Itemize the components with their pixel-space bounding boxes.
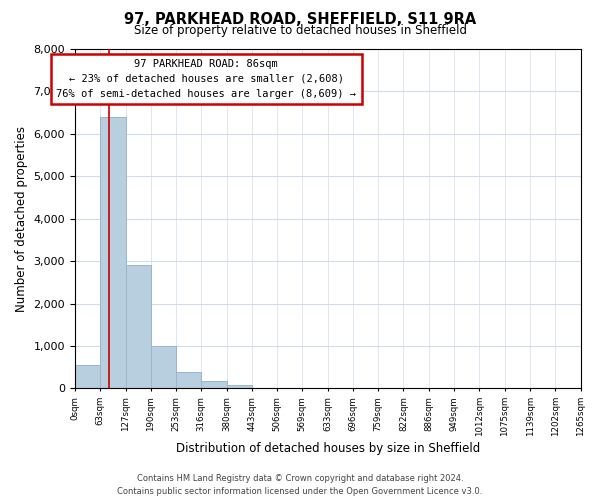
- Bar: [227, 384, 252, 388]
- X-axis label: Distribution of detached houses by size in Sheffield: Distribution of detached houses by size …: [176, 442, 480, 455]
- Y-axis label: Number of detached properties: Number of detached properties: [15, 126, 28, 312]
- Bar: [125, 264, 151, 388]
- Bar: [176, 372, 201, 388]
- Text: 97, PARKHEAD ROAD, SHEFFIELD, S11 9RA: 97, PARKHEAD ROAD, SHEFFIELD, S11 9RA: [124, 12, 476, 28]
- Bar: [100, 117, 125, 388]
- Text: 97 PARKHEAD ROAD: 86sqm
← 23% of detached houses are smaller (2,608)
76% of semi: 97 PARKHEAD ROAD: 86sqm ← 23% of detache…: [56, 59, 356, 99]
- Bar: [201, 381, 227, 388]
- Bar: [75, 364, 100, 388]
- Bar: [151, 346, 176, 389]
- Text: Contains HM Land Registry data © Crown copyright and database right 2024.
Contai: Contains HM Land Registry data © Crown c…: [118, 474, 482, 496]
- Text: Size of property relative to detached houses in Sheffield: Size of property relative to detached ho…: [133, 24, 467, 37]
